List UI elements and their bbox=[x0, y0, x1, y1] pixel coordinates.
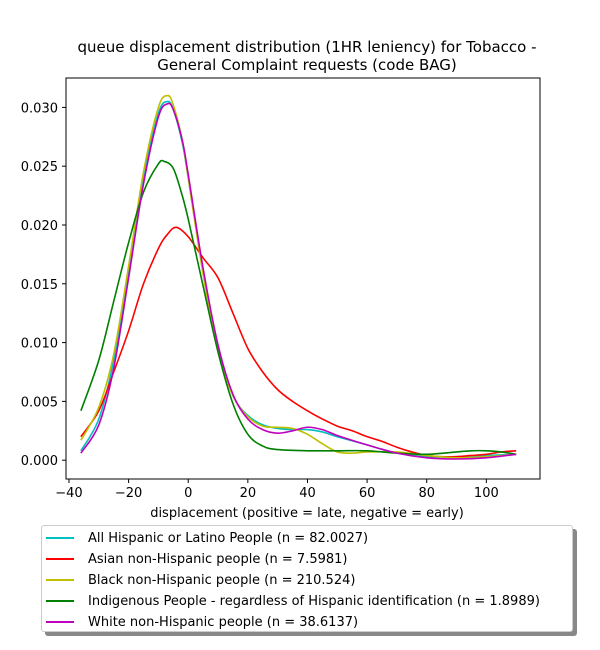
x-tick-label: 20 bbox=[240, 486, 257, 501]
legend-label: White non-Hispanic people (n = 38.6137) bbox=[88, 614, 359, 630]
x-tick-label: −40 bbox=[55, 486, 82, 501]
legend-swatch bbox=[46, 537, 74, 539]
legend-label: All Hispanic or Latino People (n = 82.00… bbox=[88, 530, 369, 546]
legend-label: Indigenous People - regardless of Hispan… bbox=[88, 593, 540, 609]
chart-title-line-2: General Complaint requests (code BAG) bbox=[157, 56, 457, 74]
y-axis: 0.000 0.005 0.010 0.015 0.020 0.025 0.030 bbox=[21, 101, 66, 469]
legend-item: Asian non-Hispanic people (n = 7.5981) bbox=[42, 549, 347, 569]
y-tick-label: 0.030 bbox=[21, 101, 58, 116]
y-tick-label: 0.005 bbox=[21, 395, 58, 410]
x-axis-label: displacement (positive = late, negative … bbox=[150, 506, 464, 521]
legend: All Hispanic or Latino People (n = 82.00… bbox=[41, 525, 573, 632]
series-line-2 bbox=[80, 226, 517, 458]
y-tick-label: 0.020 bbox=[21, 219, 58, 234]
y-tick-label: 0.025 bbox=[21, 160, 58, 175]
legend-swatch bbox=[46, 579, 74, 581]
plot-area bbox=[80, 94, 517, 460]
x-tick-label: 0 bbox=[184, 486, 192, 501]
legend-label: Black non-Hispanic people (n = 210.524) bbox=[88, 572, 356, 588]
legend-item: All Hispanic or Latino People (n = 82.00… bbox=[42, 528, 368, 548]
x-tick-label: 80 bbox=[418, 486, 435, 501]
x-tick-label: −20 bbox=[115, 486, 142, 501]
x-axis: −40 −20 0 20 40 60 80 100 bbox=[55, 479, 499, 501]
x-tick-label: 40 bbox=[299, 486, 316, 501]
y-tick-label: 0.010 bbox=[21, 337, 58, 352]
plot-frame bbox=[65, 77, 541, 480]
legend-swatch bbox=[46, 558, 74, 560]
legend-item: Indigenous People - regardless of Hispan… bbox=[42, 591, 540, 611]
y-tick-label: 0.015 bbox=[21, 278, 58, 293]
legend-label: Asian non-Hispanic people (n = 7.5981) bbox=[88, 551, 348, 567]
chart-title-line-1: queue displacement distribution (1HR len… bbox=[77, 38, 536, 56]
y-tick-label: 0.000 bbox=[21, 454, 58, 469]
series-line-5 bbox=[80, 102, 517, 460]
legend-item: Black non-Hispanic people (n = 210.524) bbox=[42, 570, 355, 590]
legend-item: White non-Hispanic people (n = 38.6137) bbox=[42, 612, 358, 632]
x-tick-label: 100 bbox=[474, 486, 499, 501]
x-tick-label: 60 bbox=[359, 486, 376, 501]
legend-swatch bbox=[46, 621, 74, 623]
series-line-4 bbox=[80, 159, 517, 456]
legend-swatch bbox=[46, 600, 74, 602]
